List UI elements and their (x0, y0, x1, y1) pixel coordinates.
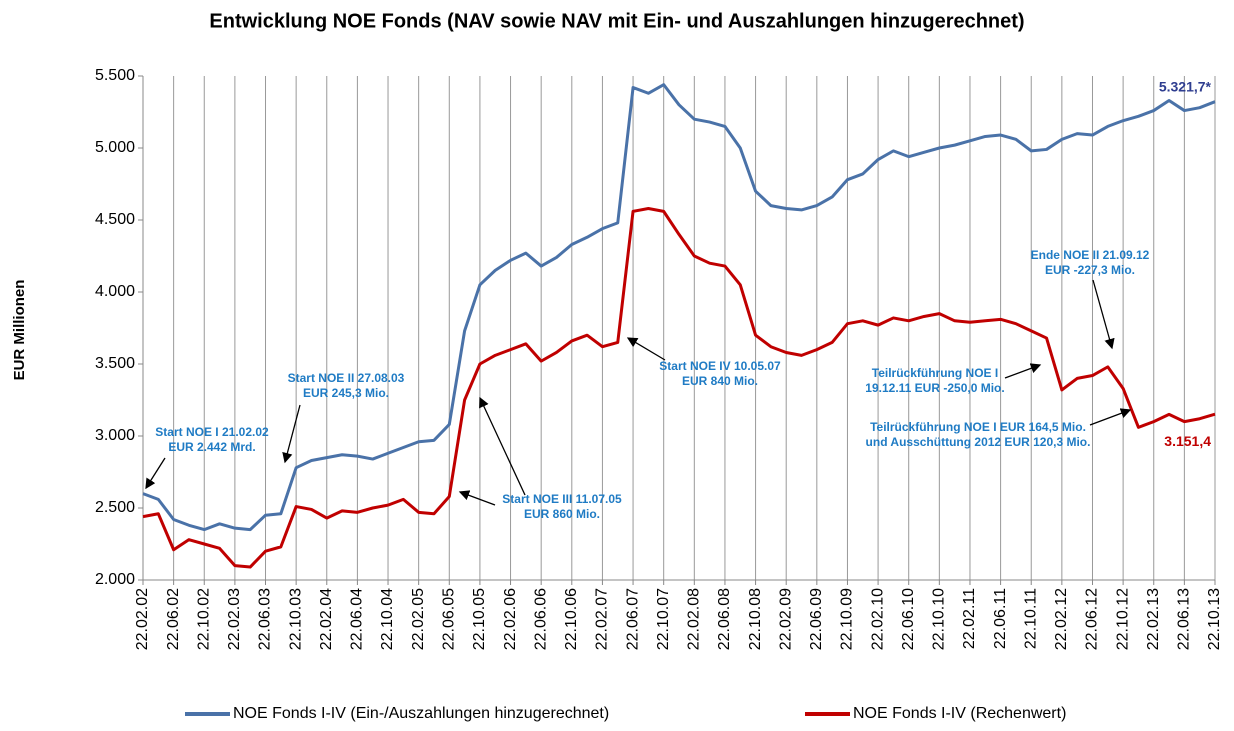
chart-title: Entwicklung NOE Fonds (NAV sowie NAV mit… (209, 10, 1024, 32)
annotation-arrow (458, 490, 496, 506)
data-line (142, 83, 1216, 532)
annotation-arrow (1092, 279, 1115, 350)
x-tick-label: 22.02.06 (502, 588, 519, 650)
annotation: Start NOE III 11.07.05 (502, 492, 622, 506)
x-tick-label: 22.06.07 (624, 588, 641, 650)
x-tick-label: 22.06.02 (165, 588, 182, 650)
x-tick-label: 22.06.03 (257, 588, 274, 650)
x-tick-label: 22.10.08 (747, 588, 764, 650)
annotation-arrow (626, 337, 666, 361)
y-tick-label: 2.500 (95, 499, 135, 516)
annotation: Ende NOE II 21.09.12 (1031, 248, 1150, 262)
annotation: und Ausschüttung 2012 EUR 120,3 Mio. (866, 435, 1091, 449)
x-tick-label: 22.06.13 (1176, 588, 1193, 650)
x-tick-label: 22.06.08 (716, 588, 733, 650)
annotation: Start NOE I 21.02.02 (155, 425, 269, 439)
y-tick-label: 3.000 (95, 427, 135, 444)
x-tick-label: 22.10.09 (839, 588, 856, 650)
x-tick-label: 22.02.08 (686, 588, 703, 650)
annotation-arrow (1004, 363, 1042, 379)
annotation: EUR 840 Mio. (682, 374, 758, 388)
x-tick-label: 22.06.12 (1084, 588, 1101, 650)
annotation-arrow (145, 457, 166, 490)
x-tick-label: 22.06.09 (808, 588, 825, 650)
annotation: EUR 2.442 Mrd. (168, 440, 255, 454)
value-label: 5.321,7* (1159, 78, 1212, 94)
x-tick-label: 22.06.04 (349, 588, 366, 650)
value-label: 3.151,4 (1164, 433, 1211, 449)
y-axis-label: EUR Millionen (11, 280, 28, 381)
annotation-arrow (479, 396, 526, 496)
y-tick-label: 3.500 (95, 355, 135, 372)
annotation-arrow (282, 404, 301, 464)
x-tick-label: 22.10.13 (1206, 588, 1223, 650)
x-tick-label: 22.06.05 (441, 588, 458, 650)
x-tick-label: 22.02.04 (318, 588, 335, 650)
annotation: Teilrückführung NOE I EUR 164,5 Mio. (870, 420, 1086, 434)
data-line (142, 206, 1216, 569)
x-tick-label: 22.06.10 (900, 588, 917, 650)
annotation: EUR -227,3 Mio. (1045, 263, 1135, 277)
annotation-arrow (1089, 408, 1132, 426)
x-tick-label: 22.06.06 (532, 588, 549, 650)
x-tick-label: 22.02.09 (777, 588, 794, 650)
legend-label: NOE Fonds I-IV (Rechenwert) (853, 705, 1066, 722)
y-tick-label: 4.500 (95, 211, 135, 228)
x-tick-label: 22.10.12 (1114, 588, 1131, 650)
y-tick-label: 4.000 (95, 283, 135, 300)
x-tick-label: 22.06.11 (992, 588, 1009, 649)
x-tick-label: 22.10.03 (287, 588, 304, 650)
x-tick-label: 22.02.10 (869, 588, 886, 650)
x-tick-label: 22.10.11 (1022, 588, 1039, 649)
y-tick-label: 5.500 (95, 67, 135, 84)
legend-label: NOE Fonds I-IV (Ein-/Auszahlungen hinzug… (233, 705, 609, 722)
annotation: 19.12.11 EUR -250,0 Mio. (865, 381, 1004, 395)
x-tick-label: 22.02.13 (1145, 588, 1162, 650)
annotation: Start NOE IV 10.05.07 (659, 359, 781, 373)
x-tick-label: 22.10.02 (195, 588, 212, 650)
x-tick-label: 22.02.07 (594, 588, 611, 650)
annotation: EUR 860 Mio. (524, 507, 600, 521)
annotation: EUR 245,3 Mio. (303, 386, 389, 400)
y-tick-label: 5.000 (95, 139, 135, 156)
x-tick-label: 22.02.05 (410, 588, 427, 650)
x-tick-label: 22.10.10 (931, 588, 948, 650)
x-tick-label: 22.02.02 (134, 588, 151, 650)
x-tick-label: 22.10.06 (563, 588, 580, 650)
x-tick-label: 22.02.03 (226, 588, 243, 650)
annotation: Teilrückführung NOE I (872, 366, 998, 380)
x-tick-label: 22.10.07 (655, 588, 672, 650)
annotation: Start NOE II 27.08.03 (288, 371, 405, 385)
x-tick-label: 22.02.11 (961, 588, 978, 649)
x-tick-label: 22.10.05 (471, 588, 488, 650)
y-tick-label: 2.000 (95, 571, 135, 588)
x-tick-label: 22.10.04 (379, 588, 396, 650)
x-tick-label: 22.02.12 (1053, 588, 1070, 650)
